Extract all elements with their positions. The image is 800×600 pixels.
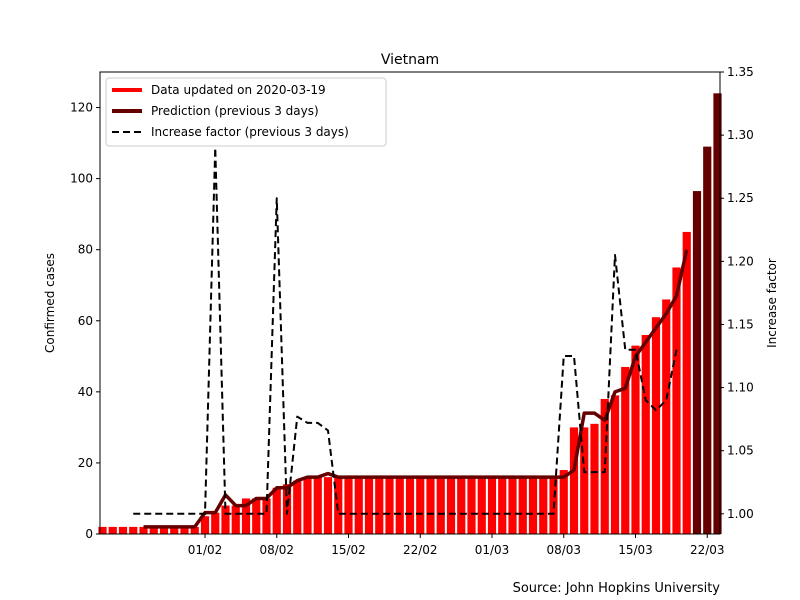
- bar-data: [457, 477, 466, 534]
- bar-data: [180, 526, 189, 534]
- bar-data: [446, 477, 456, 534]
- legend-label-increase-factor: Increase factor (previous 3 days): [151, 125, 349, 139]
- x-tick-label: 22/03: [690, 543, 725, 557]
- bar-data: [159, 526, 169, 534]
- bar-data: [672, 267, 681, 534]
- bar-data: [610, 395, 620, 534]
- x-tick-label: 01/02: [188, 543, 223, 557]
- bar-data: [241, 498, 251, 534]
- bar-data: [303, 477, 312, 534]
- bar-data: [405, 477, 415, 534]
- y2-tick-label: 1.10: [727, 381, 754, 395]
- bar-data: [416, 477, 425, 534]
- bar-data: [621, 366, 630, 534]
- bar-data: [662, 299, 671, 534]
- x-tick-label: 15/02: [331, 543, 366, 557]
- y2-axis-label: Increase factor: [765, 258, 779, 348]
- bar-data: [641, 334, 650, 534]
- prediction-line: [143, 249, 689, 529]
- bar-data: [149, 526, 158, 534]
- bar-data: [508, 477, 517, 534]
- bar-data: [580, 427, 589, 534]
- y-tick-label: 120: [70, 101, 93, 115]
- legend-label-data: Data updated on 2020-03-19: [151, 83, 326, 97]
- bar-data: [313, 477, 322, 534]
- legend-label-prediction: Prediction (previous 3 days): [151, 104, 319, 118]
- y-tick-label: 20: [78, 456, 93, 470]
- y2-tick-label: 1.05: [727, 444, 754, 458]
- y-axis-label: Confirmed cases: [43, 253, 57, 353]
- bar-data: [118, 526, 128, 534]
- bar-data: [528, 477, 538, 534]
- y-tick-label: 60: [78, 314, 93, 328]
- bar-data: [334, 477, 343, 534]
- bar-data: [600, 398, 609, 534]
- bar-data: [344, 477, 353, 534]
- bar-data: [477, 477, 486, 534]
- chart-title: Vietnam: [381, 52, 439, 68]
- y2-tick-label: 1.35: [727, 65, 754, 79]
- bar-data: [436, 477, 445, 534]
- bar-data: [139, 526, 148, 534]
- bar-data: [293, 480, 302, 534]
- bar-data: [252, 498, 261, 534]
- y2-tick-label: 1.25: [727, 191, 754, 205]
- bar-data: [282, 484, 292, 534]
- bar-data: [211, 512, 220, 534]
- bar-data: [354, 477, 363, 534]
- legend: Data updated on 2020-03-19 Prediction (p…: [105, 77, 387, 147]
- bar-data: [682, 231, 691, 534]
- bar-data: [559, 470, 568, 534]
- bar-data: [395, 477, 404, 534]
- bar-data: [364, 477, 374, 534]
- x-tick-label: 08/03: [546, 543, 581, 557]
- bar-data: [221, 505, 230, 534]
- bar-data: [426, 477, 435, 534]
- bar-data: [631, 345, 640, 534]
- bar-data: [590, 423, 599, 534]
- bar-data: [569, 427, 579, 534]
- bar-data: [375, 477, 384, 534]
- y-tick-label: 100: [70, 172, 93, 186]
- y-tick-label: 40: [78, 385, 93, 399]
- bar-forecast: [692, 191, 702, 535]
- x-tick-label: 08/02: [259, 543, 294, 557]
- bar-forecast: [713, 93, 722, 535]
- bar-data: [467, 477, 476, 534]
- bar-data: [98, 526, 107, 534]
- legend-box: [105, 77, 387, 147]
- bar-data: [651, 317, 661, 534]
- y2-tick-label: 1.20: [727, 254, 754, 268]
- bar-data: [323, 477, 333, 534]
- bar-data: [170, 526, 179, 534]
- bar-data: [231, 505, 240, 534]
- y-tick-label: 80: [78, 243, 93, 257]
- y2-tick-label: 1.00: [727, 507, 754, 521]
- y2-tick-label: 1.30: [727, 128, 754, 142]
- bar-data: [108, 526, 117, 534]
- x-tick-label: 22/02: [403, 543, 438, 557]
- x-tick-label: 01/03: [475, 543, 510, 557]
- bar-forecast: [703, 146, 712, 534]
- bar-data: [385, 477, 394, 534]
- increase-factor-line: [133, 146, 678, 515]
- bar-data: [190, 526, 199, 534]
- bar-data: [498, 477, 507, 534]
- y-tick-label: 0: [85, 527, 93, 541]
- bar-data: [200, 516, 210, 534]
- y2-tick-label: 1.15: [727, 317, 754, 331]
- plot-frame: [99, 71, 721, 535]
- bar-data: [129, 526, 138, 534]
- bar-data: [487, 477, 497, 534]
- bar-data: [272, 487, 281, 534]
- source-note: Source: John Hopkins University: [513, 581, 721, 596]
- bar-data: [539, 477, 548, 534]
- x-tick-label: 15/03: [618, 543, 653, 557]
- bar-data: [262, 498, 271, 534]
- bar-data: [518, 477, 527, 534]
